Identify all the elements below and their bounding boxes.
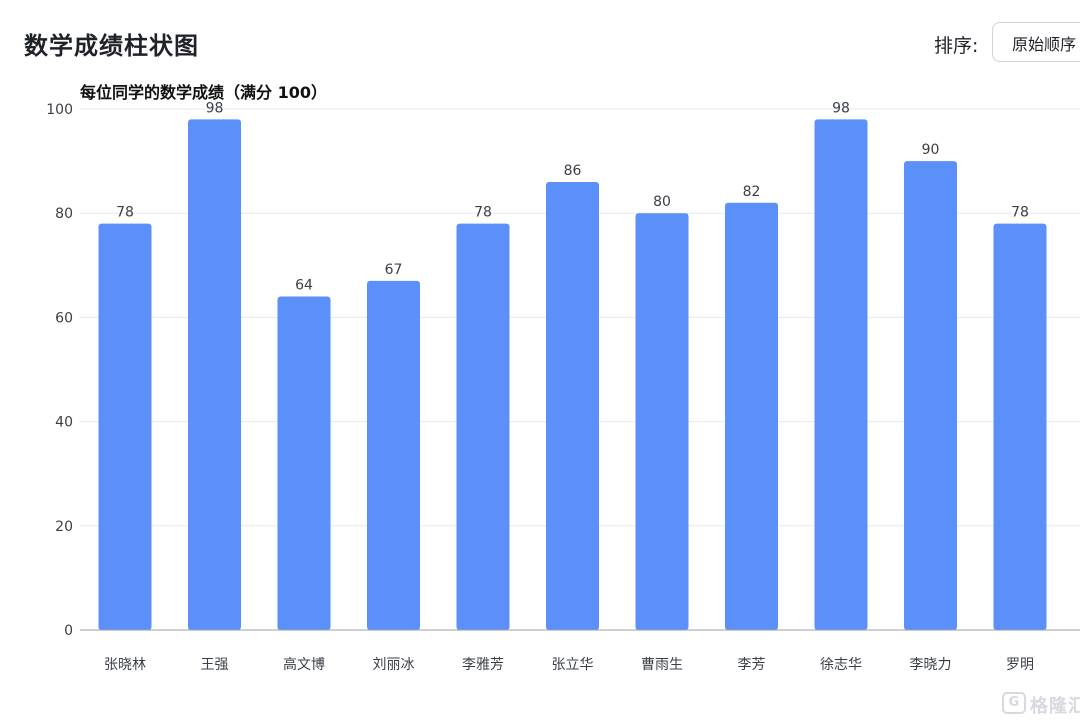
x-tick-label: 李芳 bbox=[738, 656, 766, 673]
y-tick-label: 40 bbox=[55, 415, 73, 431]
x-tick-label: 王强 bbox=[201, 657, 229, 673]
data-label: 78 bbox=[116, 205, 134, 221]
y-tick-label: 60 bbox=[55, 310, 73, 326]
y-tick-label: 80 bbox=[55, 206, 73, 222]
x-tick-label: 罗明 bbox=[1006, 657, 1034, 673]
data-label: 67 bbox=[385, 262, 403, 278]
y-axis-ticks: 0 20 40 60 80 100 bbox=[46, 102, 73, 639]
x-tick-label: 李雅芳 bbox=[462, 656, 504, 673]
y-tick-label: 100 bbox=[46, 102, 73, 118]
bar[interactable] bbox=[904, 161, 957, 630]
bars bbox=[98, 119, 1047, 631]
sort-label: 排序: bbox=[934, 35, 979, 57]
bar[interactable] bbox=[546, 181, 599, 630]
x-tick-label: 徐志华 bbox=[820, 657, 862, 673]
bar[interactable] bbox=[188, 119, 241, 631]
bar[interactable] bbox=[635, 213, 689, 630]
bar[interactable] bbox=[277, 296, 331, 630]
data-labels: 78 98 64 67 78 86 80 82 98 90 78 bbox=[116, 100, 1029, 293]
y-tick-label: 0 bbox=[64, 623, 73, 639]
x-tick-label: 李晓力 bbox=[910, 657, 952, 673]
data-label: 78 bbox=[474, 205, 492, 221]
data-label: 98 bbox=[206, 100, 224, 116]
watermark-text: 格隆汇 bbox=[1030, 696, 1080, 717]
bar[interactable] bbox=[367, 280, 420, 630]
data-label: 64 bbox=[295, 278, 313, 294]
chart-title: 每位同学的数学成绩（满分 100） bbox=[80, 83, 327, 102]
page-title: 数学成绩柱状图 bbox=[24, 32, 199, 60]
sort-select[interactable]: 原始顺序 bbox=[992, 22, 1080, 62]
bar[interactable] bbox=[725, 202, 778, 630]
bar[interactable] bbox=[98, 223, 152, 630]
watermark-logo-icon: G bbox=[1002, 692, 1026, 714]
data-label: 78 bbox=[1011, 205, 1029, 221]
y-tick-label: 20 bbox=[55, 519, 73, 535]
x-tick-label: 刘丽冰 bbox=[373, 657, 415, 673]
data-label: 82 bbox=[743, 184, 761, 200]
x-tick-label: 曹雨生 bbox=[641, 657, 683, 673]
data-label: 80 bbox=[653, 194, 671, 210]
x-tick-label: 张晓林 bbox=[104, 657, 146, 673]
x-axis-ticks: 张晓林 王强 高文博 刘丽冰 李雅芳 张立华 曹雨生 李芳 徐志华 李晓力 罗明 bbox=[104, 656, 1034, 673]
bar[interactable] bbox=[993, 223, 1047, 630]
bar[interactable] bbox=[456, 223, 510, 630]
data-label: 98 bbox=[832, 100, 850, 116]
data-label: 90 bbox=[922, 142, 940, 158]
x-tick-label: 张立华 bbox=[552, 657, 594, 673]
data-label: 86 bbox=[564, 163, 582, 179]
bar[interactable] bbox=[814, 119, 868, 631]
x-tick-label: 高文博 bbox=[283, 656, 325, 673]
